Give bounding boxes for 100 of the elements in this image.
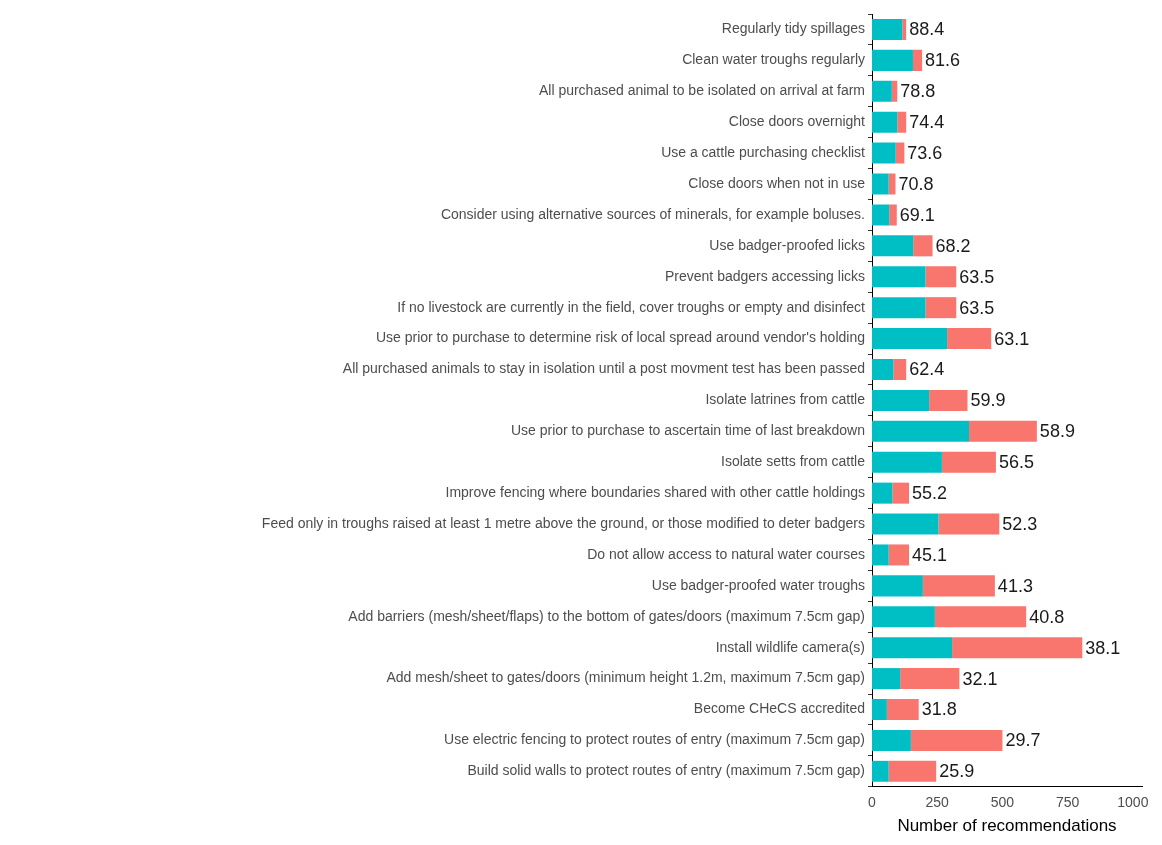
y-tick-label: Do not allow access to natural water courses	[587, 545, 865, 562]
annotation: 63.5	[959, 297, 995, 318]
bar	[938, 513, 1000, 535]
bar	[952, 637, 1083, 659]
annotation: 29.7	[1005, 730, 1041, 751]
annotation: 88.4	[909, 19, 945, 40]
bar	[888, 760, 937, 782]
annotation: 25.9	[939, 761, 975, 782]
x-tick-label: 1000	[1117, 794, 1149, 811]
bar	[872, 297, 926, 319]
y-tick-label: Regularly tidy spillages	[721, 20, 865, 37]
bar	[872, 606, 935, 628]
annotation: 52.3	[1002, 514, 1038, 535]
bar	[872, 760, 889, 782]
bar	[872, 266, 926, 288]
bar	[872, 358, 894, 380]
y-tick-label: Isolate latrines from cattle	[705, 391, 866, 408]
bar	[872, 575, 923, 597]
annotation: 62.4	[909, 359, 945, 380]
bar	[891, 80, 898, 102]
bar	[889, 204, 897, 226]
annotation: 69.1	[899, 204, 935, 225]
y-tick-label: Improve fencing where boundaries shared with other cattle holdings	[445, 484, 865, 500]
y-tick-label: Prevent badgers accessing licks	[665, 267, 865, 284]
bar	[922, 575, 995, 597]
y-tick-label: Use a cattle purchasing checklist	[661, 143, 866, 160]
x-axis-title: Number of recommendations	[897, 816, 1117, 836]
bar	[872, 80, 892, 102]
bar	[969, 420, 1037, 442]
bar	[872, 451, 942, 473]
annotation: 74.4	[909, 112, 945, 133]
bar	[947, 328, 992, 350]
y-tick-label: Feed only in troughs raised at least 1 metre above the ground, or those modified to deter badgers	[261, 514, 865, 531]
bar	[872, 49, 913, 71]
annotation: 40.8	[1029, 606, 1065, 627]
y-tick-label: Clean water troughs regularly	[682, 51, 865, 68]
y-tick-label: Add mesh/sheet to gates/doors (minimum height 1.2m, maximum 7.5cm gap)	[386, 669, 865, 686]
bar	[872, 18, 903, 40]
bar	[872, 111, 898, 133]
annotation: 59.9	[970, 390, 1006, 411]
bar	[886, 699, 919, 721]
bar	[872, 142, 896, 164]
bar	[893, 358, 907, 380]
bar	[872, 204, 890, 226]
y-tick-label: Install wildlife camera(s)	[715, 638, 865, 655]
annotation: 38.1	[1085, 637, 1121, 658]
annotation: 31.8	[921, 699, 957, 720]
annotation: 73.6	[907, 143, 943, 164]
bar	[897, 111, 907, 133]
annotation: 63.1	[994, 328, 1030, 349]
y-tick-label: If no livestock are currently in the field, cover troughs or empty and disinfect	[397, 298, 866, 315]
y-tick-label: Use badger-proofed licks	[709, 236, 865, 253]
y-tick-label: Add barriers (mesh/sheet/flaps) to the bottom of gates/doors (maximum 7.5cm gap)	[348, 607, 865, 624]
x-tick-label: 250	[925, 794, 950, 811]
y-tick-label: Use prior to purchase to ascertain time of last breakdown	[510, 422, 865, 439]
bar	[888, 544, 910, 566]
y-tick-label: Consider using alternative sources of minerals, for example boluses.	[440, 205, 865, 222]
bar	[912, 49, 923, 71]
bar	[872, 482, 893, 504]
bar	[913, 235, 933, 257]
y-tick-label: Build solid walls to protect routes of entry (maximum 7.5cm gap)	[467, 762, 865, 779]
bar	[872, 729, 911, 751]
y-tick-label: Isolate setts from cattle	[721, 453, 866, 470]
y-tick-label: Become CHeCS accredited	[693, 700, 865, 717]
bar	[872, 699, 887, 721]
annotation: 45.1	[912, 544, 948, 565]
bar	[872, 420, 970, 442]
y-tick-label: Use prior to purchase to determine risk of local spread around vendor's holding	[375, 329, 865, 346]
bar	[929, 389, 968, 411]
bar	[872, 637, 953, 659]
bar	[900, 668, 960, 690]
annotation: 58.9	[1039, 421, 1075, 442]
annotation: 56.5	[998, 452, 1034, 473]
y-tick-label: Close doors when not in use	[688, 174, 866, 191]
bar	[872, 235, 914, 257]
x-tick-label: 750	[1055, 794, 1080, 811]
y-tick-label: Use badger-proofed water troughs	[651, 576, 865, 593]
bar	[872, 328, 948, 350]
annotation: 32.1	[962, 668, 998, 689]
annotation: 78.8	[900, 81, 936, 102]
annotation: 81.6	[925, 50, 961, 71]
bar	[934, 606, 1027, 628]
bar	[872, 544, 889, 566]
x-tick-label: 0	[868, 794, 877, 811]
y-tick-label: Close doors overnight	[728, 113, 866, 130]
annotation: 41.3	[997, 575, 1033, 596]
bar	[925, 297, 957, 319]
bar	[872, 513, 939, 535]
bar	[941, 451, 996, 473]
bar	[872, 173, 889, 195]
bar	[910, 729, 1003, 751]
annotation: 68.2	[935, 235, 971, 256]
y-tick-label: All purchased animals to stay in isolation until a post movment test has been passed	[342, 360, 865, 377]
bar	[872, 668, 901, 690]
y-tick-label: Use electric fencing to protect routes of entry (maximum 7.5cm gap)	[444, 731, 865, 748]
bar	[872, 389, 930, 411]
bar	[925, 266, 957, 288]
bar	[902, 18, 907, 40]
annotation: 55.2	[912, 483, 948, 504]
bar	[892, 482, 910, 504]
